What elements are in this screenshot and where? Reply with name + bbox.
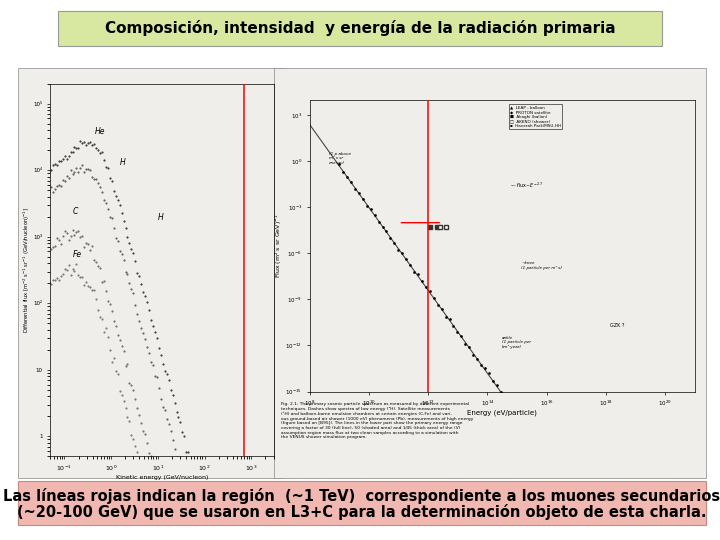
Text: ankle
(1 particle per
km²·year): ankle (1 particle per km²·year) (503, 335, 531, 349)
Text: --- flux~$E^{-2.7}$: --- flux~$E^{-2.7}$ (510, 180, 543, 190)
Text: ~knee
(1 particle per m²·s): ~knee (1 particle per m²·s) (521, 261, 562, 270)
FancyBboxPatch shape (18, 68, 284, 478)
Text: ▲  LEAP - balloon
◆  PROTON satellite
■  Akaghi (ballon)
□  AKENO (shower)
▪  Ha: ▲ LEAP - balloon ◆ PROTON satellite ■ Ak… (510, 106, 561, 128)
Text: (1 p above
m² s sr
energy): (1 p above m² s sr energy) (329, 152, 351, 165)
X-axis label: Kinetic energy (GeV/nucleon): Kinetic energy (GeV/nucleon) (116, 475, 208, 480)
Text: C: C (73, 207, 78, 216)
Text: (~20-100 GeV) que se usaron en L3+C para la determinación objeto de esta charla.: (~20-100 GeV) que se usaron en L3+C para… (17, 504, 706, 521)
Y-axis label: Flux (m² s sr GeV)$^{-1}$: Flux (m² s sr GeV)$^{-1}$ (274, 213, 284, 278)
FancyBboxPatch shape (18, 481, 706, 525)
Text: Fe: Fe (73, 250, 82, 259)
FancyBboxPatch shape (58, 11, 662, 46)
Y-axis label: Differential flux [m$^{-2}$ s$^{-1}$ sr$^{-1}$ (GeV/nucleon)$^{-1}$]: Differential flux [m$^{-2}$ s$^{-1}$ sr$… (22, 207, 32, 333)
Text: H: H (120, 158, 125, 167)
Text: Fig. 2.1: The primary cosmic particle spectrum as measured by different experime: Fig. 2.1: The primary cosmic particle sp… (281, 402, 473, 439)
Text: He: He (95, 127, 105, 136)
Text: Composición, intensidad  y energía de la radiación primaria: Composición, intensidad y energía de la … (104, 21, 616, 36)
Text: GZK ?: GZK ? (610, 323, 624, 328)
Text: H: H (158, 213, 163, 222)
FancyBboxPatch shape (274, 68, 706, 478)
Text: Las líneas rojas indican la región  (~1 TeV)  correspondiente a los muones secun: Las líneas rojas indican la región (~1 T… (3, 488, 720, 504)
X-axis label: Energy (eV/particle): Energy (eV/particle) (467, 410, 537, 416)
